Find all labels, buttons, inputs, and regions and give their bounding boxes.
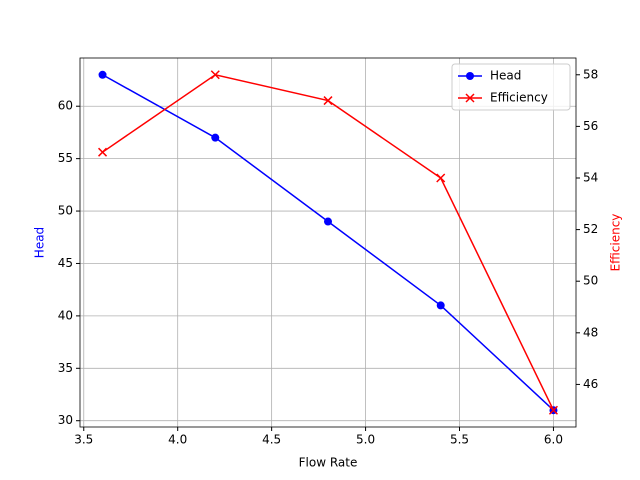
y-tick-label: 30: [58, 413, 73, 427]
x-axis-label: Flow Rate: [299, 456, 358, 470]
marker: [98, 147, 108, 157]
y-axis-label: Head: [33, 227, 47, 258]
y-tick-label: 55: [58, 151, 73, 165]
marker: [323, 96, 333, 106]
y2-axis-label: Efficiency: [609, 214, 623, 272]
x-tick-label: 6.0: [544, 433, 563, 447]
marker: [548, 405, 558, 415]
y-tick-label: 60: [58, 99, 73, 113]
legend-label: Head: [490, 69, 521, 83]
marker: [98, 70, 107, 79]
marker: [211, 133, 220, 142]
y-tick-label: 45: [58, 256, 73, 270]
legend-label: Efficiency: [490, 91, 548, 105]
y-tick-label: 50: [58, 204, 73, 218]
y2-tick-label: 50: [583, 274, 598, 288]
x-tick-label: 3.5: [74, 433, 93, 447]
series-line: [102, 73, 555, 411]
legend-marker: [465, 93, 475, 103]
y2-tick-label: 56: [583, 119, 598, 133]
marker: [436, 301, 445, 310]
y2-tick-label: 58: [583, 67, 598, 81]
marker: [210, 70, 220, 80]
y2-tick-label: 54: [583, 170, 598, 184]
legend-marker: [466, 72, 474, 80]
marker: [324, 217, 332, 226]
y2-tick-label: 46: [583, 377, 598, 391]
plot-frame: [79, 57, 577, 428]
marker: [436, 173, 446, 183]
y-tick-label: 35: [58, 361, 73, 375]
series-line: [102, 74, 554, 411]
y2-tick-label: 52: [583, 222, 598, 236]
x-tick-label: 5.5: [450, 433, 469, 447]
x-tick-label: 5.0: [356, 433, 375, 447]
x-tick-label: 4.5: [262, 433, 281, 447]
y2-tick-label: 48: [583, 325, 598, 339]
x-tick-label: 4.0: [168, 433, 187, 447]
y-tick-label: 40: [58, 308, 73, 322]
